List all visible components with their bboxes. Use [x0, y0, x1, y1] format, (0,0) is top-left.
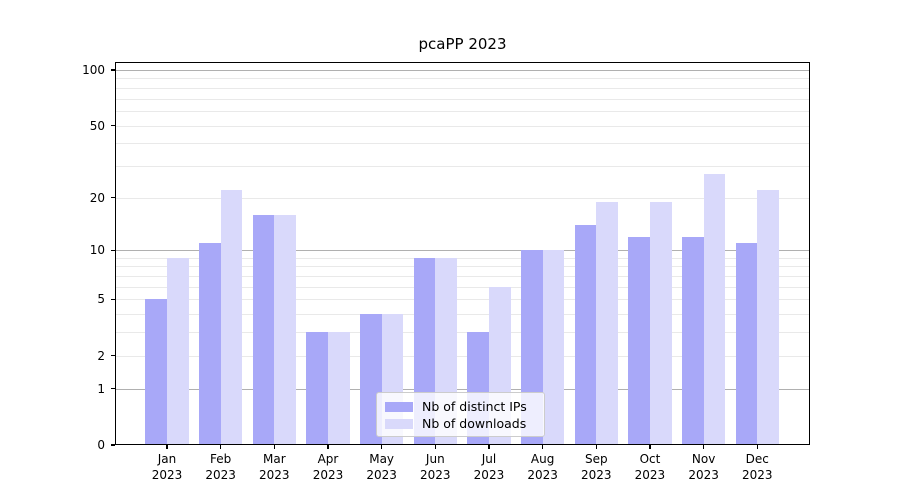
bar-downloads	[327, 332, 350, 445]
gridline-minor	[116, 197, 809, 199]
gridline-minor	[116, 286, 809, 288]
plot-border	[115, 62, 810, 445]
x-tick	[166, 445, 168, 449]
gridline-minor	[116, 355, 809, 357]
y-tick	[111, 444, 115, 446]
y-tick-label: 1	[97, 381, 105, 396]
x-tick-label: Apr 2023	[312, 452, 344, 482]
bar-downloads	[542, 250, 565, 445]
bar-downloads	[649, 201, 672, 445]
legend-label-distinct-ips: Nb of distinct IPs	[422, 399, 527, 414]
gridline-minor	[116, 98, 809, 100]
x-tick	[488, 445, 490, 449]
bar-distinct-ips	[145, 299, 167, 445]
x-tick-label: Jun 2023	[420, 452, 451, 482]
bar-distinct-ips	[252, 214, 275, 445]
x-tick-label: Mar 2023	[259, 452, 290, 482]
legend-label-downloads: Nb of downloads	[422, 416, 527, 431]
bar-distinct-ips	[735, 243, 758, 445]
x-tick-label: Nov 2023	[688, 452, 719, 482]
bar-distinct-ips	[199, 243, 221, 445]
x-tick	[595, 445, 597, 449]
gridline-major	[116, 388, 809, 390]
bar-downloads	[703, 174, 726, 445]
y-tick	[111, 298, 115, 300]
x-tick-label: Sep 2023	[580, 452, 612, 482]
gridline-minor	[116, 110, 809, 112]
y-tick	[111, 197, 115, 199]
x-tick	[273, 445, 275, 449]
x-tick-label: Oct 2023	[634, 452, 666, 482]
bar-downloads	[274, 214, 296, 445]
chart-title: pcaPP 2023	[418, 35, 507, 53]
bar-distinct-ips	[306, 332, 328, 445]
gridline-minor	[116, 332, 809, 334]
legend-swatch-distinct-ips	[385, 401, 413, 412]
x-tick	[434, 445, 436, 449]
gridline-minor	[116, 87, 809, 89]
y-tick	[111, 69, 115, 71]
y-tick-label: 20	[89, 190, 105, 205]
bar-downloads	[167, 257, 189, 445]
bar-downloads	[596, 201, 618, 445]
bar-downloads	[220, 190, 243, 445]
y-tick	[111, 388, 115, 390]
x-tick	[703, 445, 705, 449]
bar-downloads	[757, 190, 779, 445]
x-tick-label: May 2023	[366, 452, 397, 482]
x-tick-label: Feb 2023	[205, 452, 236, 482]
gridline-minor	[116, 165, 809, 167]
y-tick	[111, 249, 115, 251]
x-tick	[649, 445, 651, 449]
legend-entry-downloads: Nb of downloads	[385, 416, 536, 432]
x-tick-label: Jul 2023	[473, 452, 505, 482]
gridline-minor	[116, 314, 809, 316]
y-tick	[111, 124, 115, 127]
gridline-major	[116, 69, 809, 71]
x-tick	[542, 445, 544, 449]
x-tick-label: Dec 2023	[741, 452, 773, 482]
gridline-minor	[116, 143, 809, 145]
legend: Nb of distinct IPs Nb of downloads	[376, 392, 545, 437]
x-tick	[220, 445, 222, 449]
legend-swatch-downloads	[385, 418, 413, 429]
gridline-minor	[116, 257, 809, 259]
y-tick-label: 0	[97, 438, 105, 452]
x-tick	[381, 445, 383, 449]
gridline-minor	[116, 299, 809, 301]
gridline-minor	[116, 266, 809, 268]
bar-distinct-ips	[682, 236, 704, 445]
y-tick-label: 10	[89, 243, 105, 258]
legend-entry-distinct-ips: Nb of distinct IPs	[385, 399, 536, 415]
x-tick	[756, 445, 758, 449]
y-tick-label: 2	[97, 348, 105, 363]
x-tick	[327, 445, 329, 449]
bar-distinct-ips	[574, 224, 597, 445]
gridline-minor	[116, 276, 809, 278]
x-tick-label: Aug 2023	[527, 452, 558, 482]
bar-distinct-ips	[628, 236, 650, 445]
y-tick-label: 50	[89, 118, 105, 133]
y-tick-label: 100	[82, 62, 105, 77]
y-tick	[111, 355, 115, 357]
gridline-major	[116, 250, 809, 252]
gridline-minor	[116, 125, 809, 127]
x-tick-label: Jan 2023	[151, 452, 183, 482]
y-tick-label: 5	[97, 292, 105, 307]
gridline-minor	[116, 78, 809, 80]
